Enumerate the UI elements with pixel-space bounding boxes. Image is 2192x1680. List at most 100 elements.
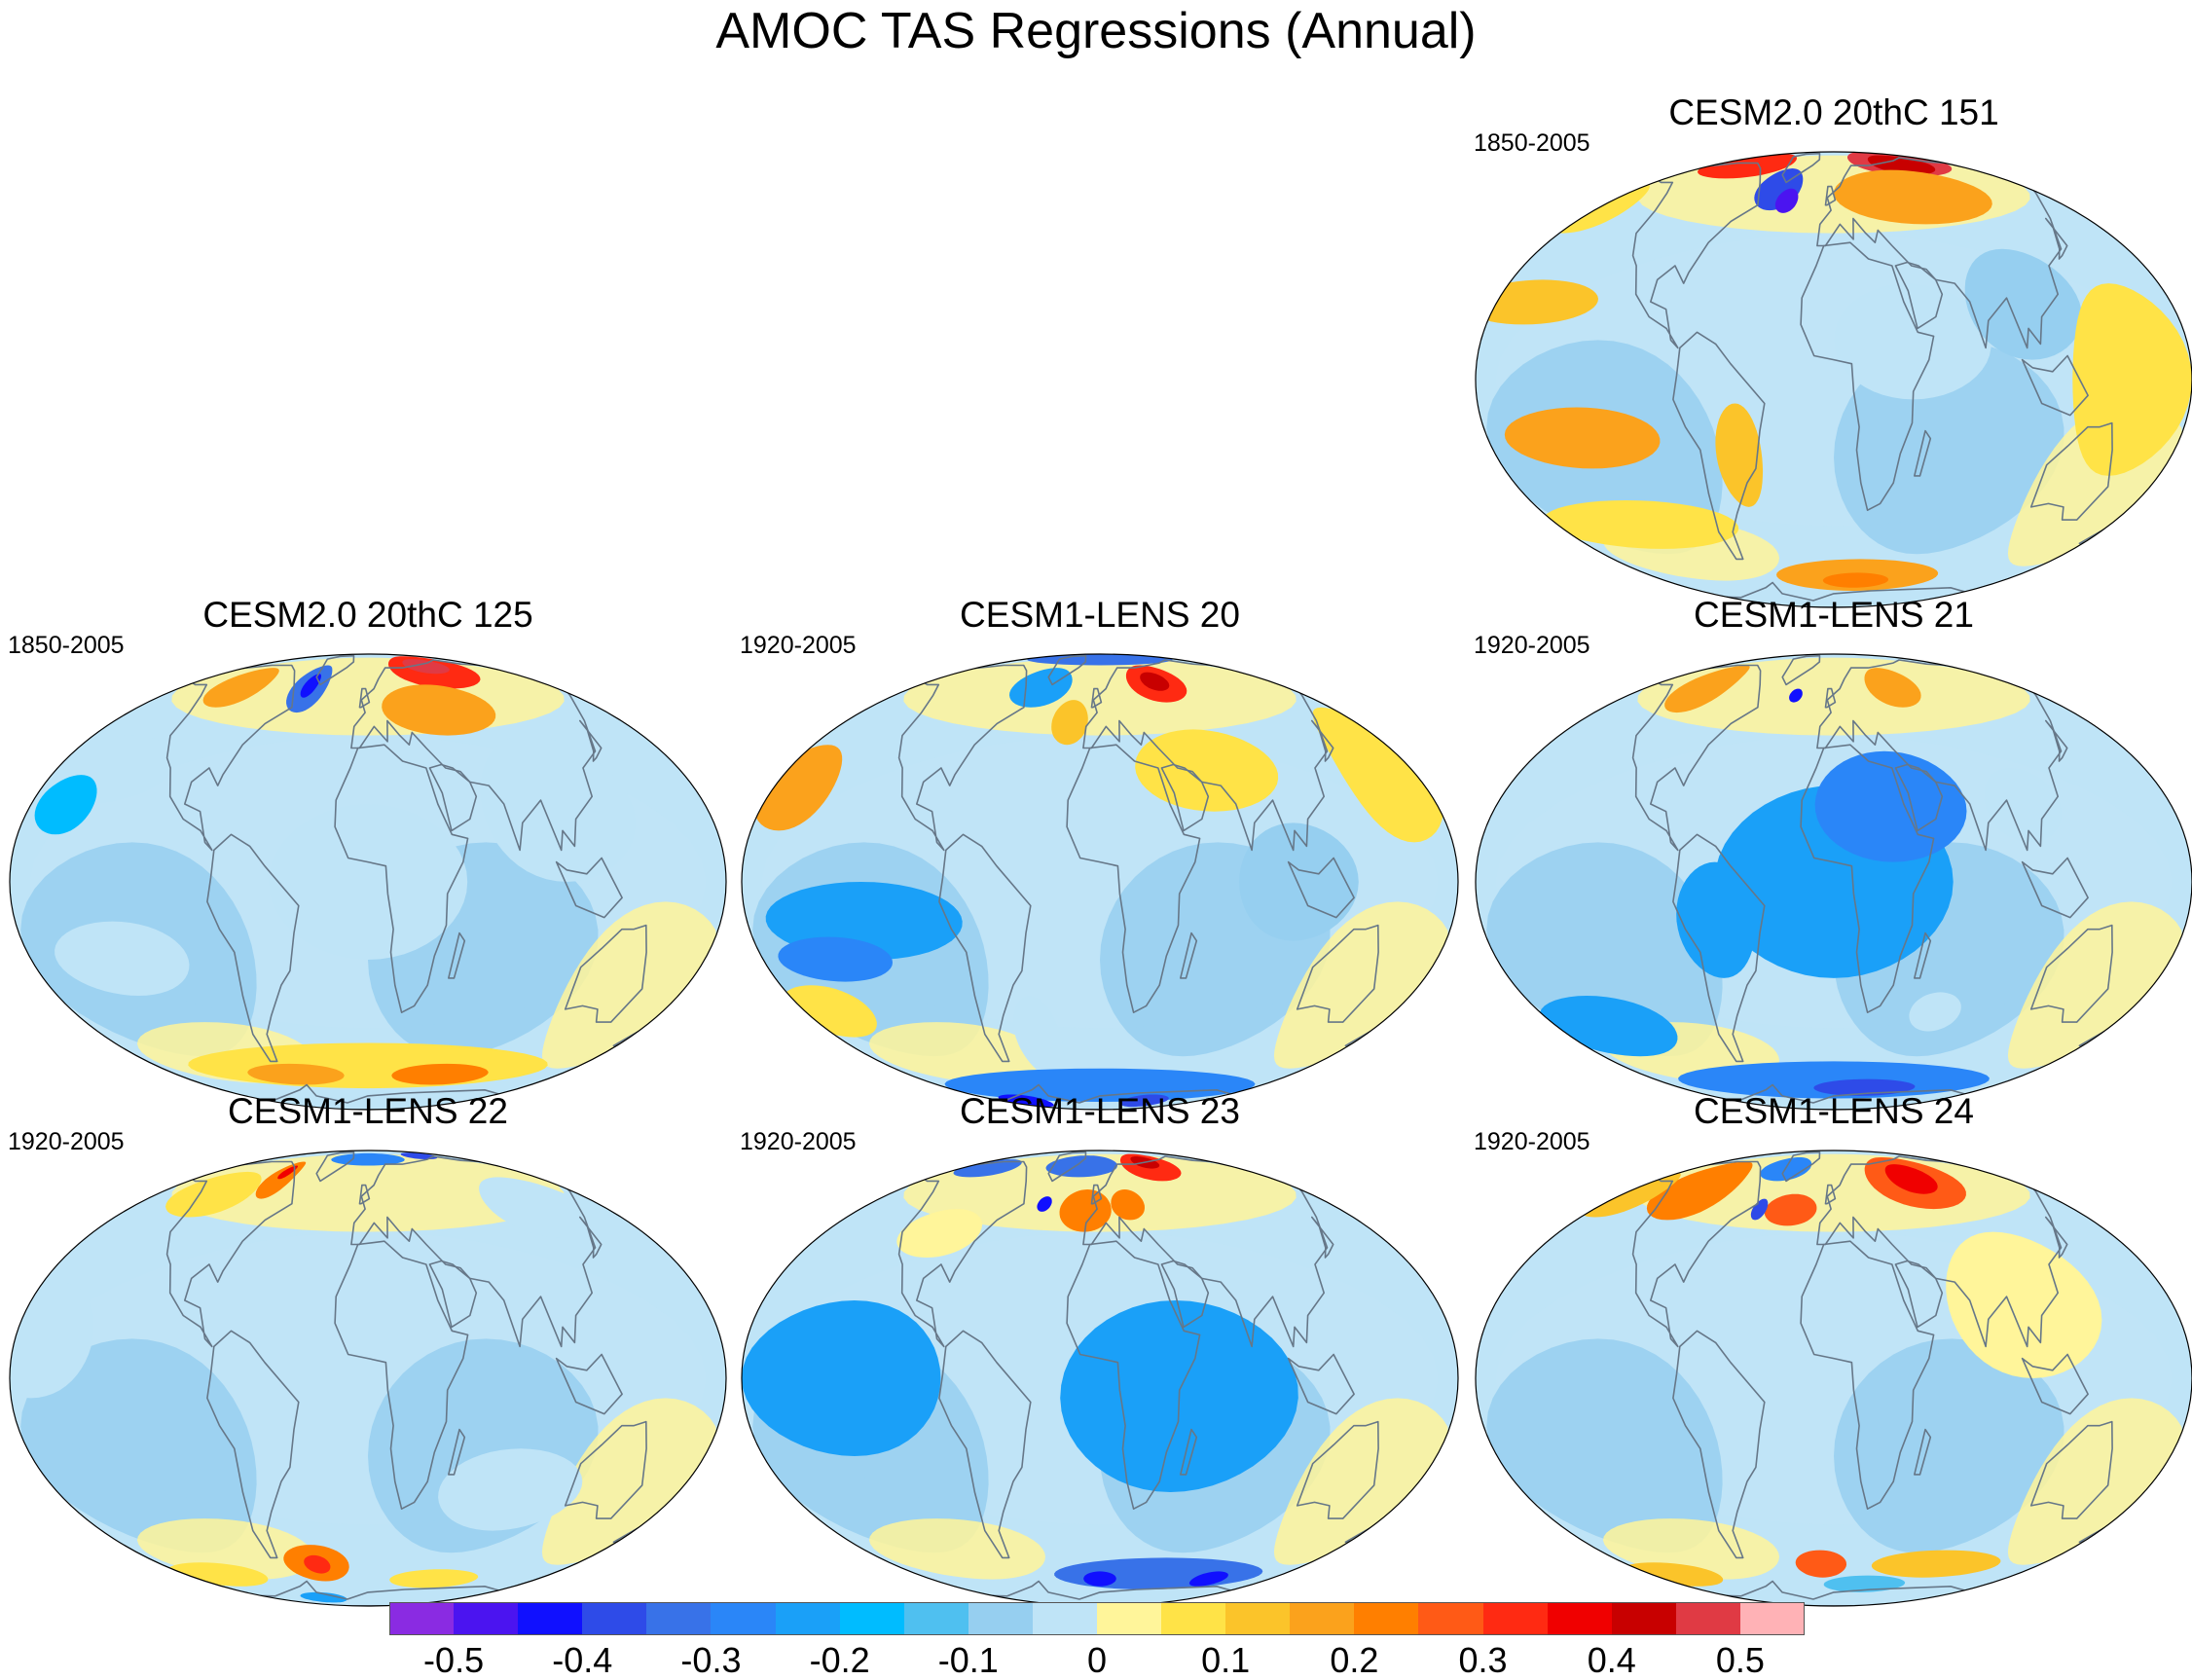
map-border (9, 1150, 727, 1607)
period-label: 1920-2005 (740, 632, 857, 659)
anomaly-blob (1909, 992, 1961, 1032)
colorbar-swatch (839, 1602, 905, 1635)
regression-field (1476, 654, 2192, 1110)
anomaly-blob (1486, 279, 1598, 325)
coastline (1090, 1184, 1103, 1205)
coastline (1914, 1428, 1932, 1476)
colorbar-tick-label: -0.4 (552, 1640, 613, 1680)
colorbar-swatch (518, 1602, 583, 1635)
anomaly-blob (1750, 1198, 1769, 1221)
world-map (1475, 151, 2192, 608)
anomaly-blob (1312, 707, 1443, 843)
coastline (1914, 429, 1932, 477)
anomaly-blob (1664, 665, 1750, 713)
anomaly-blob (1715, 403, 1764, 507)
coastline (555, 857, 623, 919)
anomaly-blob (400, 1152, 438, 1160)
map-border (1475, 653, 2192, 1111)
coastline (1631, 1160, 1762, 1348)
figure-title: AMOC TAS Regressions (Annual) (715, 3, 1477, 59)
coastline (1894, 1260, 1944, 1329)
colorbar-tick-label: -0.3 (680, 1640, 742, 1680)
coastline (1800, 744, 1935, 1013)
coastline (2029, 1420, 2113, 1519)
coastline (2021, 1353, 2089, 1415)
base-anomaly-patch (541, 1398, 716, 1565)
colorbar-tick-label: 0.3 (1458, 1640, 1508, 1680)
period-label: 1850-2005 (8, 632, 125, 659)
colorbar-tick-label: -0.1 (937, 1640, 999, 1680)
anomaly-blob (953, 1159, 1022, 1178)
period-label: 1920-2005 (1474, 632, 1590, 659)
anomaly-blob (1871, 1550, 2001, 1578)
coastline (1287, 1353, 1355, 1415)
anomaly-blob (1822, 572, 1888, 588)
panel-title: CESM2.0 20thC 151 (1668, 92, 1999, 132)
panel-title: CESM1-LENS 24 (1694, 1091, 1974, 1131)
colorbar-swatch (1611, 1602, 1677, 1635)
colorbar-tick-label: 0 (1086, 1640, 1108, 1680)
anomaly-blob (1580, 1171, 1681, 1218)
map-panel: CESM1-LENS 22 1920-2005 (8, 1090, 728, 1616)
coastline (1047, 1150, 1087, 1183)
anomaly-blob (1543, 500, 1739, 549)
map-border (1475, 151, 2192, 608)
coastline (1824, 185, 1837, 206)
coastline (448, 931, 466, 979)
coastline (1066, 744, 1201, 1013)
colorbar-swatch (1482, 1602, 1549, 1635)
regression-field (10, 654, 726, 1110)
coastline (1672, 331, 1766, 561)
anomaly-blob (55, 921, 190, 996)
colorbar-swatch (646, 1602, 712, 1635)
base-anomaly-patch (1273, 901, 1448, 1069)
map-panel: CESM1-LENS 20 1920-2005 (740, 594, 1460, 1119)
colorbar-swatch (454, 1602, 519, 1635)
coastline (1631, 664, 1762, 852)
colorbar-swatch (1161, 1602, 1226, 1635)
anomaly-blob (382, 684, 496, 736)
map-border (9, 653, 727, 1111)
anomaly-blob (391, 1063, 489, 1085)
map-border (741, 653, 1459, 1111)
anomaly-blob (1834, 169, 1992, 225)
anomaly-blob (896, 1209, 982, 1258)
anomaly-blob (1676, 861, 1756, 978)
map-border (1475, 1150, 2192, 1607)
anomaly-blob (10, 1282, 94, 1399)
anomaly-blob (1884, 1164, 1938, 1194)
anomaly-blob (1012, 996, 1065, 1079)
anomaly-blob (1698, 154, 1797, 179)
coastline (579, 1216, 603, 1259)
coastline (428, 1260, 478, 1329)
coastline (2045, 719, 2068, 762)
anomaly-blob (1051, 700, 1088, 746)
coastline (448, 1428, 466, 1476)
coastline (564, 1420, 647, 1519)
coastline (334, 744, 469, 1013)
anomaly-blob (1188, 1571, 1228, 1587)
coastline (1781, 654, 1821, 686)
anomaly-blob (277, 1165, 298, 1180)
anomaly-blob (1789, 688, 1803, 703)
regression-field (10, 1150, 726, 1606)
base-anomaly-patch (1273, 1398, 1448, 1565)
coastline (1816, 659, 2063, 852)
base-anomaly-patch (2007, 1398, 2182, 1565)
coastline (165, 664, 296, 852)
colorbar-tick-label: 0.2 (1330, 1640, 1379, 1680)
colorbar-swatch (1418, 1602, 1484, 1635)
anomaly-blob (783, 985, 877, 1038)
base-anomaly-patch (1486, 842, 1723, 1057)
anomaly-blob (1239, 822, 1359, 941)
anomaly-blob (389, 1569, 479, 1589)
anomaly-blob (1795, 1550, 1846, 1578)
world-map (9, 1150, 727, 1607)
base-anomaly-patch (869, 1518, 1045, 1580)
anomaly-blob (1774, 188, 1799, 213)
colorbar-tick-label: 0.1 (1201, 1640, 1251, 1680)
anomaly-blob (304, 1554, 331, 1574)
colorbar-swatch (968, 1602, 1034, 1635)
anomaly-blob (1111, 1189, 1145, 1221)
colorbar-swatch (1739, 1602, 1806, 1635)
